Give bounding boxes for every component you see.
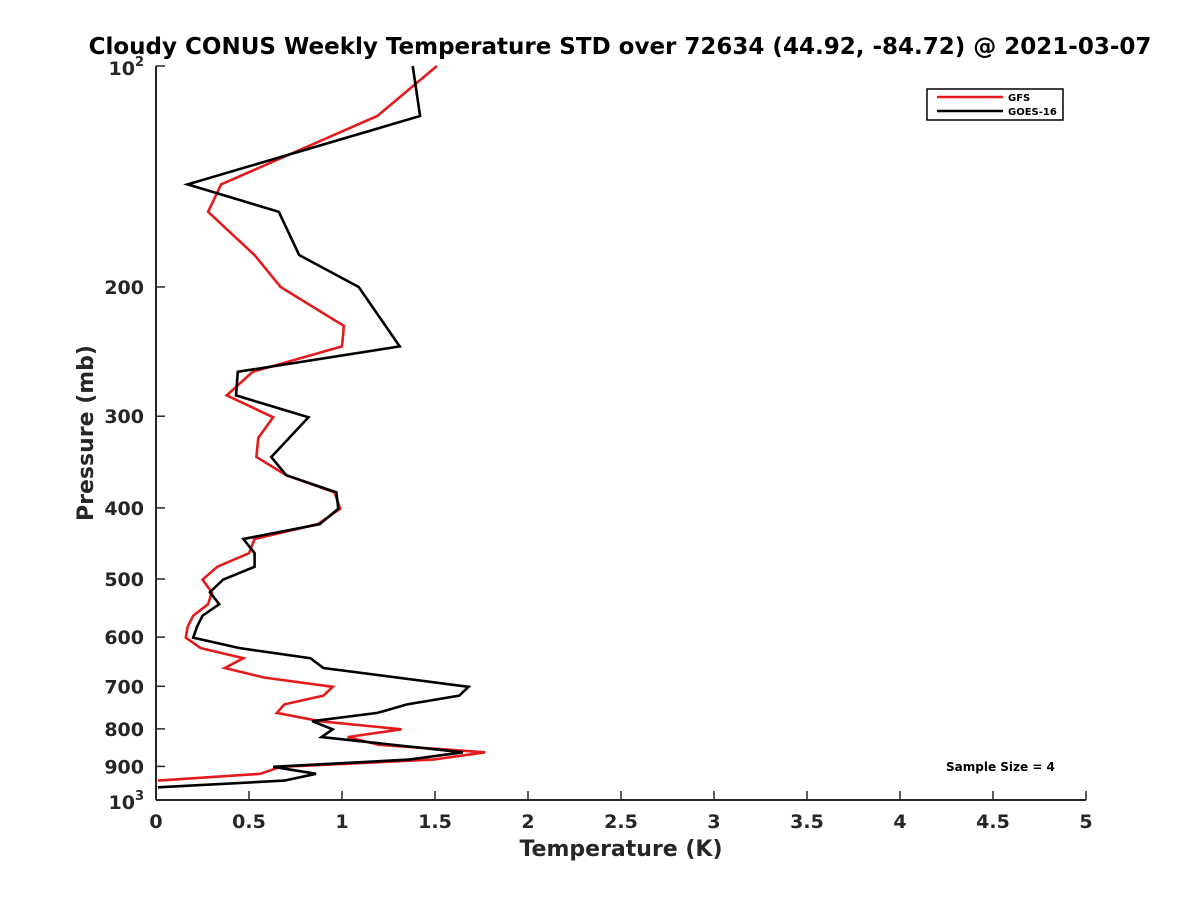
series-layer: [157, 65, 486, 789]
legend-label-gfs: GFS: [1008, 93, 1030, 104]
x-tick-label: 0.5: [232, 811, 266, 833]
x-tick-label: 2: [521, 811, 534, 833]
y-tick-label: 400: [104, 498, 144, 520]
x-tick-label: 1: [335, 811, 348, 833]
y-tick-label: 600: [104, 627, 144, 649]
chart-title: Cloudy CONUS Weekly Temperature STD over…: [89, 34, 1152, 60]
x-tick-label: 3: [707, 811, 720, 833]
plot-area: [157, 65, 486, 789]
series-line-gfs: [157, 65, 486, 782]
x-ticks: 0 0.5 1 1.5 2 2.5 3 3.5 4 4.5 5: [149, 791, 1093, 833]
x-tick-label: 3.5: [790, 811, 824, 833]
y-tick-label: 700: [104, 676, 144, 698]
legend-label-goes16: GOES-16: [1008, 107, 1057, 118]
x-tick-label: 2.5: [604, 811, 638, 833]
y-tick-label: 103: [109, 789, 145, 814]
series-line-goes16: [157, 65, 472, 789]
sample-size-annotation: Sample Size = 4: [946, 760, 1055, 774]
y-tick-label: 300: [104, 406, 144, 428]
y-tick-label: 900: [104, 756, 144, 778]
legend: GFS GOES-16: [926, 88, 1064, 121]
x-tick-label: 5: [1079, 811, 1092, 833]
x-tick-label: 1.5: [418, 811, 452, 833]
x-tick-label: 4: [893, 811, 906, 833]
x-tick-label: 4.5: [976, 811, 1010, 833]
y-ticks: 102 200 300 400 500 600 700 800 900 103: [104, 55, 165, 814]
x-tick-label: 0: [149, 811, 162, 833]
y-tick-label: 500: [104, 569, 144, 591]
legend-box: [926, 88, 1064, 121]
y-tick-label: 102: [109, 55, 145, 80]
y-axis-label: Pressure (mb): [74, 345, 99, 521]
x-axis-label: Temperature (K): [519, 837, 722, 862]
y-tick-label: 800: [104, 719, 144, 741]
y-tick-label: 200: [104, 277, 144, 299]
